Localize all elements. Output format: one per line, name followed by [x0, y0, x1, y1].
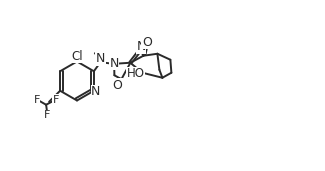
Text: N: N: [110, 57, 119, 70]
Text: N: N: [96, 52, 105, 65]
Text: F: F: [33, 95, 40, 105]
Text: O: O: [112, 79, 122, 92]
Text: Cl: Cl: [71, 49, 83, 62]
Text: F: F: [53, 95, 59, 105]
Text: F: F: [44, 110, 50, 120]
Text: N: N: [136, 40, 146, 53]
Text: HO: HO: [127, 67, 145, 80]
Text: N: N: [91, 85, 100, 98]
Text: O: O: [142, 36, 152, 49]
